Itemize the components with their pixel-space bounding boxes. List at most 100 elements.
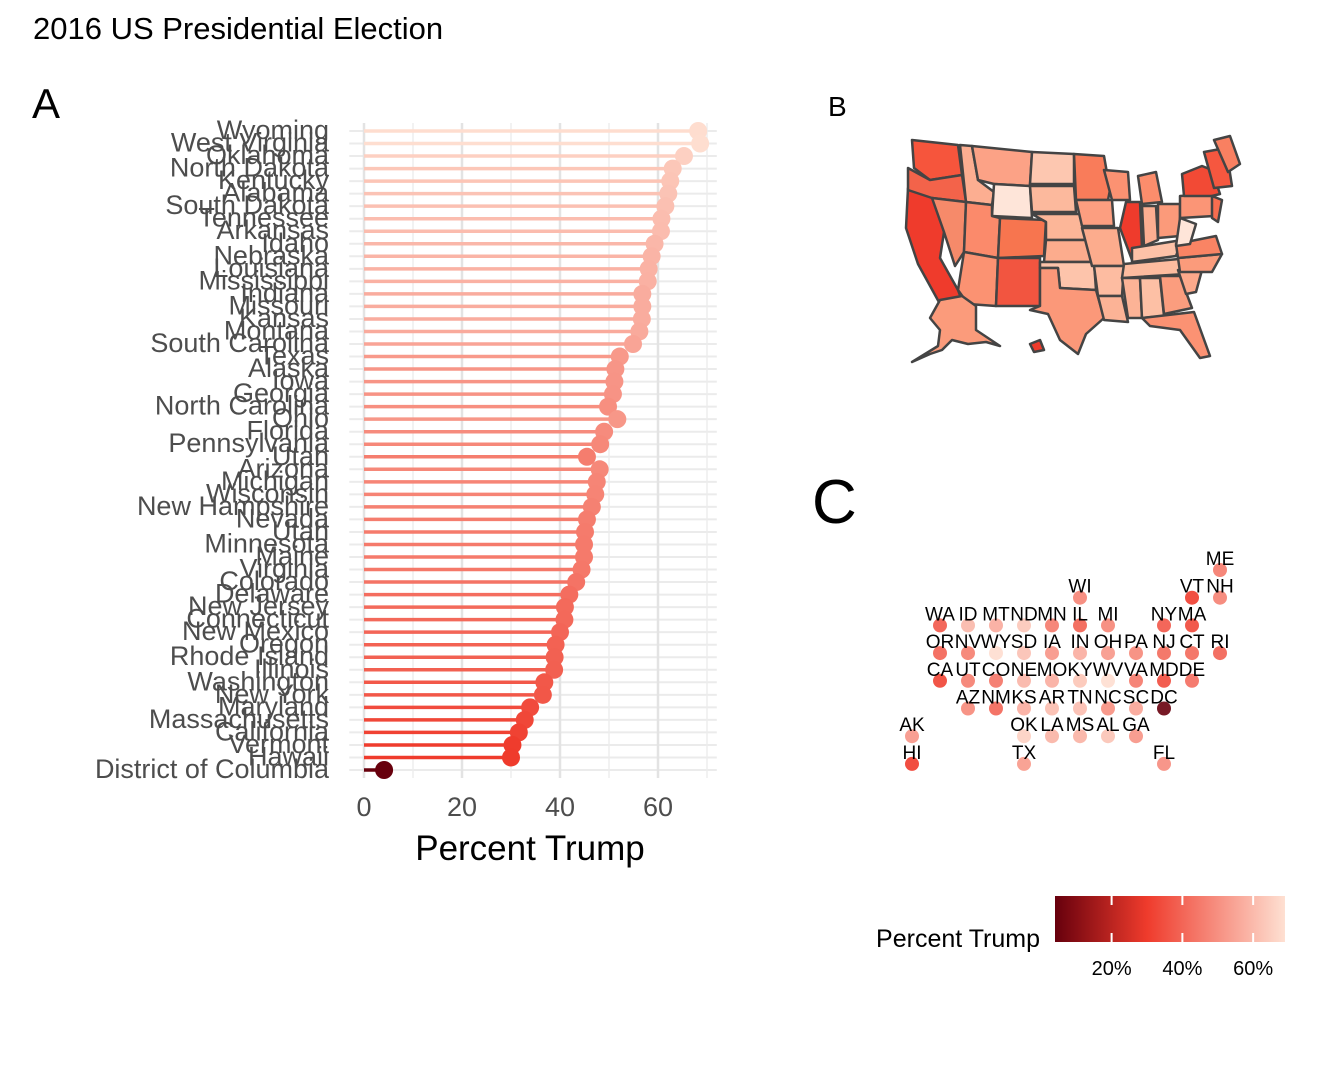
x-axis-title: Percent Trump: [415, 829, 645, 868]
tile-marker: [1213, 590, 1227, 605]
state-label: Maryland: [218, 691, 329, 721]
tile-label: IA: [1043, 632, 1061, 653]
x-axis-ticks: 0 20 40 60: [356, 792, 673, 822]
state-label: Tennessee: [198, 203, 329, 233]
map-south-dakota-state: [1028, 184, 1078, 214]
tile-label: WA: [925, 604, 955, 625]
map-alaska-state: [910, 294, 1002, 364]
tile-label: MO: [1037, 660, 1068, 681]
tile-marker: [1045, 618, 1059, 633]
panel-a-tag: A: [32, 80, 60, 127]
tile-marker: [1213, 646, 1227, 661]
lollipop-dots: [375, 122, 710, 779]
tile-label: UT: [955, 660, 981, 681]
tile-marker: [933, 673, 947, 688]
lollipop-dot: [577, 447, 596, 466]
tile-marker: [1073, 646, 1087, 661]
tile-marker: [1045, 646, 1059, 661]
tile-marker: [1045, 701, 1059, 716]
tile-marker: [1213, 563, 1227, 577]
lollipop-dot: [674, 147, 693, 166]
x-tick-label: 40: [545, 792, 575, 822]
tile-marker: [1129, 701, 1143, 716]
tile-label: WI: [1068, 577, 1091, 598]
legend-title: Percent Trump: [876, 925, 1040, 953]
tile-label: ND: [1010, 604, 1037, 625]
tile-marker: [989, 701, 1003, 716]
state-label: Texas: [258, 341, 329, 371]
state-label: Missouri: [228, 290, 329, 320]
tile-label: ID: [959, 604, 978, 625]
map-colorado-state: [996, 216, 1048, 260]
state-label: District of Columbia: [95, 754, 330, 784]
tile-label: PA: [1124, 632, 1148, 653]
tile-marker: [905, 729, 919, 744]
tile-marker: [1157, 646, 1171, 661]
tile-label: IN: [1071, 632, 1090, 653]
map-hawaii-state: [1028, 338, 1046, 354]
tile-label: DC: [1150, 688, 1177, 709]
lollipop-dot: [502, 748, 520, 767]
tile-label: AR: [1039, 688, 1065, 709]
tile-marker: [1157, 618, 1171, 633]
tile-marker: [961, 618, 975, 633]
map-texas-state: [1028, 266, 1106, 356]
map-west-virginia-state: [1174, 216, 1198, 248]
state-label: Hawaii: [248, 741, 329, 771]
tile-marker: [1157, 756, 1171, 771]
map-kentucky-state: [1130, 238, 1184, 264]
x-tick-label: 60: [643, 792, 673, 822]
state-label: North Carolina: [155, 391, 330, 421]
state-label: Montana: [224, 315, 330, 345]
tile-label: NC: [1094, 688, 1121, 709]
state-label: Mississippi: [198, 265, 329, 295]
state-label: Vermont: [228, 729, 329, 759]
tile-marker: [1157, 701, 1171, 716]
tile-label: SC: [1123, 688, 1149, 709]
tile-label: MA: [1178, 604, 1207, 625]
tile-label: FL: [1153, 743, 1175, 764]
state-label: Maine: [255, 541, 329, 571]
state-label: Utah: [272, 516, 329, 546]
state-label: Oklahoma: [206, 140, 330, 170]
legend-colorbar: [1055, 896, 1285, 942]
tile-marker: [961, 701, 975, 716]
map-florida-state: [1140, 310, 1212, 360]
map-minnesota-state: [1072, 152, 1112, 202]
state-label: Iowa: [272, 366, 330, 396]
map-iowa-state: [1074, 198, 1116, 228]
tile-label: CT: [1179, 632, 1205, 653]
tile-label: RI: [1211, 632, 1230, 653]
map-arkansas-state: [1092, 264, 1126, 298]
lollipop-dot: [599, 397, 618, 416]
tile-label: VT: [1180, 577, 1205, 598]
tile-marker: [1073, 590, 1087, 605]
tile-marker: [1185, 590, 1199, 605]
map-arizona-state: [956, 250, 1000, 308]
state-label: Massachusetts: [149, 704, 329, 734]
tile-label: NY: [1151, 604, 1178, 625]
map-nevada-state: [930, 196, 968, 268]
state-label: Connecticut: [186, 604, 329, 634]
tile-marker: [933, 646, 947, 661]
tile-marker: [961, 673, 975, 688]
tile-label: HI: [903, 743, 922, 764]
tile-label: VA: [1124, 660, 1148, 681]
map-indiana-state: [1140, 204, 1160, 248]
tile-marker: [1017, 756, 1031, 771]
tile-label: NV: [955, 632, 982, 653]
state-label: Delaware: [215, 579, 329, 609]
state-label: Pennsylvania: [168, 428, 330, 458]
tile-label: DE: [1179, 660, 1205, 681]
tile-label: CO: [982, 660, 1011, 681]
state-label: Nevada: [236, 503, 330, 533]
state-tile-grid: ME WI VT NH WA ID MT ND MN IL MI NY MA OR NV WY SD IA IN OH…: [899, 549, 1234, 771]
lollipop-dot: [575, 535, 594, 554]
state-label: South Dakota: [165, 190, 330, 220]
tile-marker: [1129, 673, 1143, 688]
tile-marker: [1017, 673, 1031, 688]
tile-label: MD: [1149, 660, 1179, 681]
tile-marker: [1101, 646, 1115, 661]
lollipop-dot: [633, 284, 652, 303]
